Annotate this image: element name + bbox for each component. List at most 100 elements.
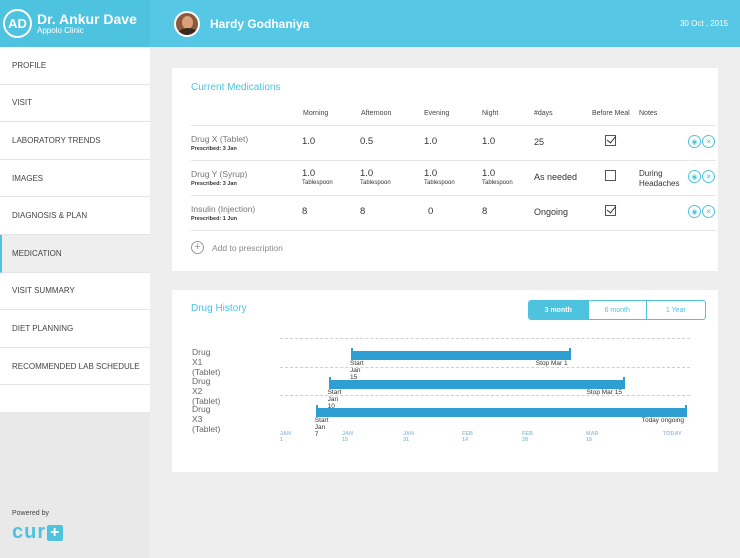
before-meal-checkbox[interactable] — [605, 135, 616, 146]
medication-row: Drug X (Tablet) Prescribed: 3 Jan 1.0 0.… — [191, 125, 716, 160]
drug-name: Insulin (Injection) — [191, 204, 256, 214]
wifi-icon[interactable]: ◉ — [688, 170, 701, 183]
dose-night: 1.0 Tablespoon — [482, 169, 513, 186]
bar-start-cap — [328, 377, 331, 389]
drug-prescribed: Prescribed: 3 Jan — [191, 181, 237, 187]
bar-stop-label: Stop Mar 1 — [535, 360, 568, 367]
sidebar-item-visit[interactable]: VISIT — [0, 85, 150, 123]
dose-value: 1.0 — [424, 168, 438, 179]
drug-history-label: Drug X2 (Tablet) — [192, 376, 221, 406]
col-evening: Evening — [424, 110, 450, 117]
range-tab-3-month[interactable]: 3 month — [529, 301, 588, 319]
drug-duration-bar[interactable] — [328, 377, 625, 389]
bar-end-cap — [568, 348, 571, 360]
bar-stop-label: Stop Mar 15 — [586, 389, 622, 396]
dose-evening: 1.0 Tablespoon — [424, 169, 455, 186]
cure-logo-text: cur — [12, 521, 47, 543]
dose-unit: Tablespoon — [302, 179, 333, 186]
dose-morning: 1.0 — [302, 136, 316, 147]
days-value: 25 — [534, 137, 545, 147]
medication-row: Insulin (Injection) Prescribed: 1 Jun 8 … — [191, 195, 716, 230]
dose-night: 1.0 — [482, 136, 496, 147]
bar-end-cap — [684, 405, 687, 417]
col-days: #days — [534, 110, 553, 117]
patient-avatar[interactable] — [174, 10, 200, 37]
dose-value: 1.0 — [360, 168, 374, 179]
cure-logo-plus: + — [47, 524, 64, 541]
top-bar: Hardy Godhaniya 30 Oct , 2015 — [150, 0, 740, 47]
drug-duration-bar[interactable] — [351, 348, 571, 360]
close-icon[interactable]: ✕ — [702, 205, 715, 218]
dose-evening: 1.0 — [424, 136, 438, 147]
sidebar-item-recommended-lab-schedule[interactable]: RECOMMENDED LAB SCHEDULE — [0, 348, 150, 386]
doctor-name: Dr. Ankur Dave — [37, 11, 137, 27]
sidebar-item-images[interactable]: IMAGES — [0, 160, 150, 198]
timeline-tick-label: JAN 1 — [280, 431, 292, 443]
col-notes: Notes — [639, 110, 658, 117]
range-tabs: 3 month 6 month 1 Year — [528, 300, 706, 320]
sidebar-item-laboratory-trends[interactable]: LABORATORY TRENDS — [0, 122, 150, 160]
before-meal-checkbox[interactable] — [605, 170, 616, 181]
sidebar-item-medication[interactable]: MEDICATION — [0, 234, 150, 273]
col-morning: Morning — [303, 110, 329, 117]
sidebar-filler — [0, 385, 150, 413]
bar-start-label: Start Jan 10 — [327, 389, 342, 410]
bar-start-cap — [351, 348, 353, 360]
timeline-tick-label: JAN 31 — [403, 431, 415, 443]
timeline-gridline — [280, 395, 690, 396]
sidebar-item-diagnosis-plan[interactable]: DIAGNOSIS & PLAN — [0, 197, 150, 235]
timeline-tick-label: TODAY — [663, 431, 682, 437]
range-tab-1-year[interactable]: 1 Year — [646, 301, 705, 319]
sidebar-item-visit-summary[interactable]: VISIT SUMMARY — [0, 273, 150, 311]
drug-name: Drug X (Tablet) — [191, 134, 249, 144]
medication-note: During Headaches — [639, 169, 680, 188]
bar-start-cap — [315, 405, 318, 417]
dose-evening: 0 — [428, 206, 434, 217]
close-icon[interactable]: ✕ — [702, 170, 715, 183]
dose-night: 8 — [482, 206, 488, 217]
dose-value: 1.0 — [482, 168, 496, 179]
dose-value: 1.0 — [302, 168, 316, 179]
sidebar-item-profile[interactable]: PROFILE — [0, 47, 150, 85]
drug-name: Drug Y (Syrup) — [191, 169, 248, 179]
current-date: 30 Oct , 2015 — [679, 19, 728, 28]
brand-header: AD Dr. Ankur Dave Appolo Clinic — [0, 0, 150, 47]
dose-unit: Tablespoon — [360, 179, 391, 186]
medication-row: Drug Y (Syrup) Prescribed: 3 Jan 1.0 Tabl… — [191, 160, 716, 195]
col-before-meal: Before Meal — [592, 110, 630, 117]
add-to-prescription-button[interactable]: + Add to prescription — [191, 241, 283, 254]
drug-history-title: Drug History — [191, 303, 247, 314]
wifi-icon[interactable]: ◉ — [688, 205, 701, 218]
sidebar: AD Dr. Ankur Dave Appolo Clinic PROFILE … — [0, 0, 150, 558]
bar-start-label: Start Jan 7 — [314, 417, 329, 438]
cure-logo: cur + — [12, 521, 64, 544]
dose-unit: Tablespoon — [424, 179, 455, 186]
current-medications-title: Current Medications — [191, 82, 281, 93]
powered-by-label: Powered by — [12, 510, 49, 517]
close-icon[interactable]: ✕ — [702, 135, 715, 148]
bar-start-label: Start Jan 15 — [350, 360, 364, 381]
dose-morning: 1.0 Tablespoon — [302, 169, 333, 186]
timeline-tick-label: FEB 28 — [522, 431, 533, 443]
powered-by: Powered by cur + — [12, 510, 64, 544]
row-divider — [191, 230, 716, 231]
timeline-gridline — [280, 338, 690, 339]
drug-history-label: Drug X3 (Tablet) — [192, 404, 221, 434]
clinic-name: Appolo Clinic — [37, 26, 84, 35]
dose-unit: Tablespoon — [482, 179, 513, 186]
drug-duration-bar[interactable] — [315, 405, 687, 417]
before-meal-checkbox[interactable] — [605, 205, 616, 216]
sidebar-menu: PROFILE VISIT LABORATORY TRENDS IMAGES D… — [0, 47, 150, 413]
brand-text: Dr. Ankur Dave Appolo Clinic — [37, 12, 137, 35]
wifi-icon[interactable]: ◉ — [688, 135, 701, 148]
sidebar-item-diet-planning[interactable]: DIET PLANNING — [0, 310, 150, 348]
timeline-tick-label: MAR 15 — [586, 431, 599, 443]
dose-afternoon: 0.5 — [360, 136, 374, 147]
add-to-prescription-label: Add to prescription — [212, 242, 283, 253]
patient-name: Hardy Godhaniya — [210, 16, 310, 31]
days-value: Ongoing — [534, 207, 569, 217]
drug-prescribed: Prescribed: 3 Jan — [191, 146, 237, 152]
timeline-tick-label: JAN 15 — [342, 431, 354, 443]
dose-afternoon: 8 — [360, 206, 366, 217]
range-tab-6-month[interactable]: 6 month — [587, 301, 647, 319]
